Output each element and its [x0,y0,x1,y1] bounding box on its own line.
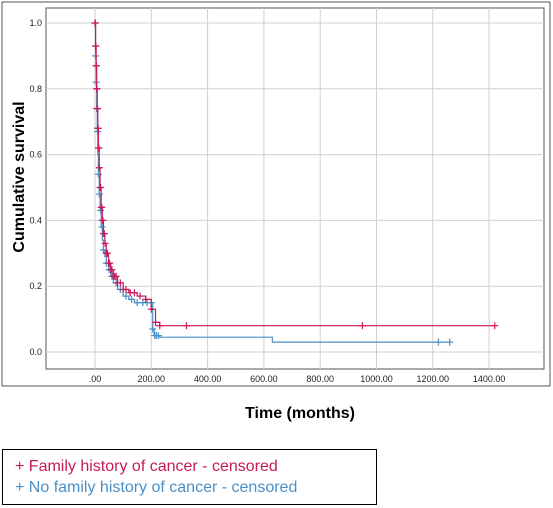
censor-mark-no-family-history [122,292,130,300]
censor-mark-family-history [108,266,116,274]
censor-mark-family-history [96,164,104,172]
censor-mark-family-history [99,216,107,224]
y-tick-label: 1.0 [29,18,42,28]
censor-mark-no-family-history [149,325,157,333]
censor-mark-no-family-history [94,170,102,178]
y-axis-ticks: 0.0 0.2 0.4 0.6 0.8 1.0 [29,18,42,357]
x-tick-label: 800.00 [306,374,334,384]
censor-mark-family-history [182,322,190,330]
censor-mark-family-history [106,259,114,267]
censor-mark-family-history [116,279,124,287]
censor-mark-family-history [122,285,130,293]
grid-lines [46,8,544,369]
legend-item-no-family-history: + No family history of cancer - censored [15,477,376,498]
x-tick-label: 200.00 [138,374,166,384]
censor-mark-no-family-history [434,338,442,346]
y-axis-title: Cumulative survival [11,101,28,252]
censor-mark-no-family-history [98,223,106,231]
y-tick-label: 0.6 [29,150,42,160]
legend-item-family-history: + Family history of cancer - censored [15,456,376,477]
censor-mark-family-history [94,105,102,113]
censor-mark-family-history [98,203,106,211]
y-tick-label: 0.2 [29,281,42,291]
y-tick-label: 0.4 [29,215,42,225]
censor-mark-family-history [100,230,108,238]
censor-mark-no-family-history [154,332,162,340]
censor-mark-family-history [103,249,111,257]
x-tick-label: 1000.00 [360,374,393,384]
censor-mark-family-history [92,62,100,70]
censor-mark-family-history [92,42,100,50]
censor-mark-family-history [93,85,101,93]
censor-mark-family-history [142,295,150,303]
censor-mark-family-history [358,322,366,330]
legend: + Family history of cancer - censored + … [2,449,377,505]
x-tick-label: .00 [89,374,102,384]
series-layer [91,19,499,346]
censor-mark-no-family-history [446,338,454,346]
censor-mark-family-history [112,272,120,280]
censor-mark-family-history [156,322,164,330]
plot-area [45,7,545,370]
x-tick-label: 600.00 [250,374,278,384]
survival-chart: 0.0 0.2 0.4 0.6 0.8 1.0 .00 200.00 400.00 600.00… [1,1,551,422]
y-tick-label: 0.8 [29,84,42,94]
censor-mark-family-history [136,292,144,300]
x-tick-label: 1200.00 [417,374,450,384]
legend-label-no-family-history: + No family history of cancer - censored [15,479,298,496]
censor-mark-family-history [101,239,109,247]
x-axis-ticks: .00 200.00 400.00 600.00 800.00 1000.00 1200.0… [89,374,506,384]
y-tick-label: 0.0 [29,347,42,357]
x-axis-title: Time (months) [245,405,355,422]
censor-mark-family-history [94,124,102,132]
censor-mark-family-history [97,184,105,191]
censor-mark-family-history [91,19,99,27]
censor-mark-family-history [491,322,499,330]
censor-mark-no-family-history [128,295,136,303]
censor-mark-family-history [95,144,103,152]
x-tick-label: 1400.00 [473,374,506,384]
censor-mark-family-history [147,305,155,313]
censor-mark-family-history [152,318,160,326]
x-tick-label: 400.00 [194,374,222,384]
legend-label-family-history: + Family history of cancer - censored [15,458,278,475]
censor-mark-family-history [130,289,138,297]
